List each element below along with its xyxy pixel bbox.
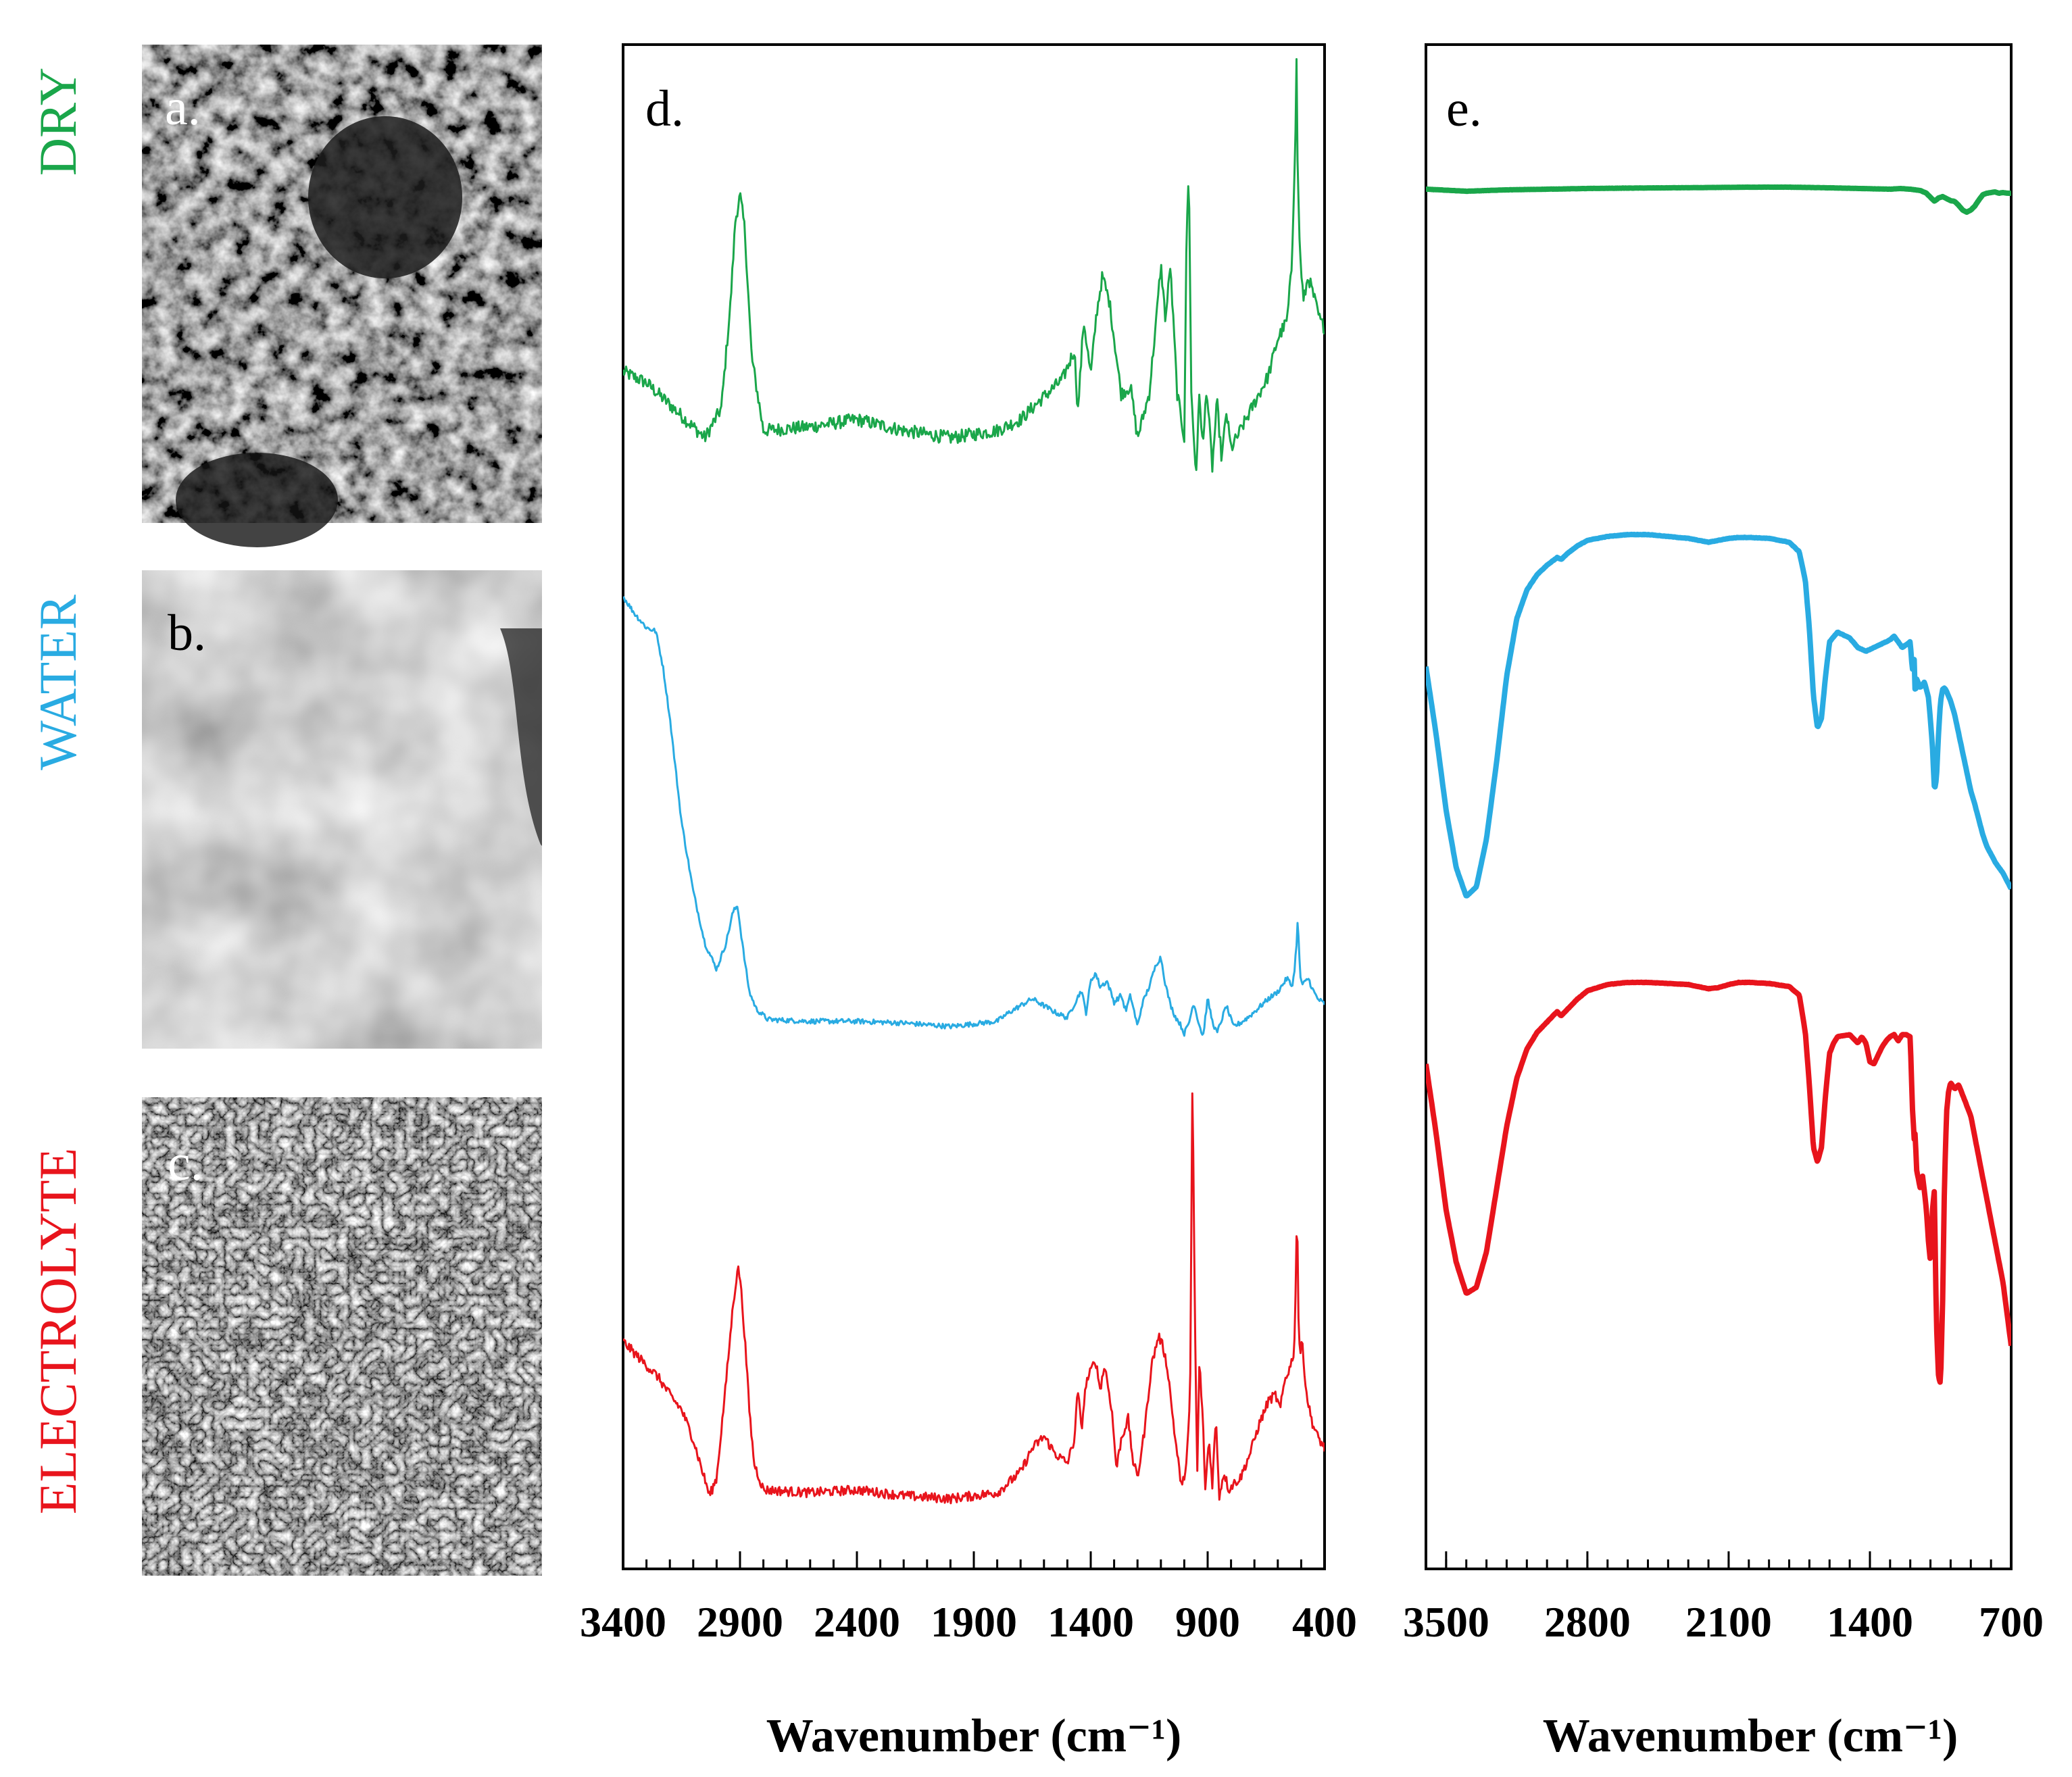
micrograph-c: c. [142, 1097, 542, 1576]
micrograph-a-label: a. [165, 79, 201, 136]
x-tick-label: 700 [1979, 1598, 2044, 1646]
panel-d-series [623, 58, 1325, 1505]
panel-d-label: d. [645, 80, 684, 137]
row-label-water: WATER [28, 595, 87, 770]
panel-d-xlabel: Wavenumber (cm⁻¹) [766, 1710, 1182, 1762]
panel-e-xlabel: Wavenumber (cm⁻¹) [1543, 1710, 1958, 1762]
spectrum-line-water [1426, 531, 2011, 899]
panel-d-frame [622, 43, 1326, 1570]
x-tick-label: 3500 [1403, 1598, 1489, 1646]
micrograph-a: a. [142, 45, 542, 547]
spectrum-line-water [623, 596, 1325, 1037]
row-label-dry: DRY [28, 68, 87, 176]
spectrum-line-dry [1426, 184, 2011, 215]
x-tick-label: 2900 [697, 1598, 783, 1646]
panel-e-frame [1425, 43, 2013, 1570]
panel-d-x-axis: 3400 2900 2400 1900 1400 900 400 [580, 1551, 1357, 1646]
x-tick-label: 1400 [1827, 1598, 1913, 1646]
x-tick-label: 2800 [1544, 1598, 1631, 1646]
x-tick-label: 1900 [931, 1598, 1017, 1646]
panel-e-series [1426, 184, 2011, 1385]
micrograph-b-label: b. [168, 605, 206, 661]
panel-e-label: e. [1446, 80, 1482, 137]
x-tick-label: 3400 [580, 1598, 666, 1646]
x-tick-label: 400 [1292, 1598, 1357, 1646]
panel-e-x-axis: 3500 2800 2100 1400 700 [1403, 1551, 2044, 1646]
spectrum-line-electrolyte [1426, 979, 2011, 1385]
spectrum-line-electrolyte [623, 1092, 1325, 1505]
x-tick-label: 900 [1175, 1598, 1240, 1646]
x-tick-label: 2100 [1685, 1598, 1772, 1646]
x-tick-label: 2400 [814, 1598, 900, 1646]
micrograph-c-label: c. [168, 1134, 203, 1191]
micrograph-b: b. [142, 570, 542, 1049]
panel-d-spectra: d. 3400 2900 2400 1900 1400 900 400 Wavenumber… [580, 43, 1357, 1762]
panel-e-spectra: e. 3500 2800 2100 1400 700 Wavenumber (cm⁻¹) [1403, 43, 2044, 1762]
row-label-electrolyte: ELECTROLYTE [28, 1148, 87, 1514]
x-tick-label: 1400 [1047, 1598, 1134, 1646]
spectrum-line-dry [623, 58, 1325, 473]
